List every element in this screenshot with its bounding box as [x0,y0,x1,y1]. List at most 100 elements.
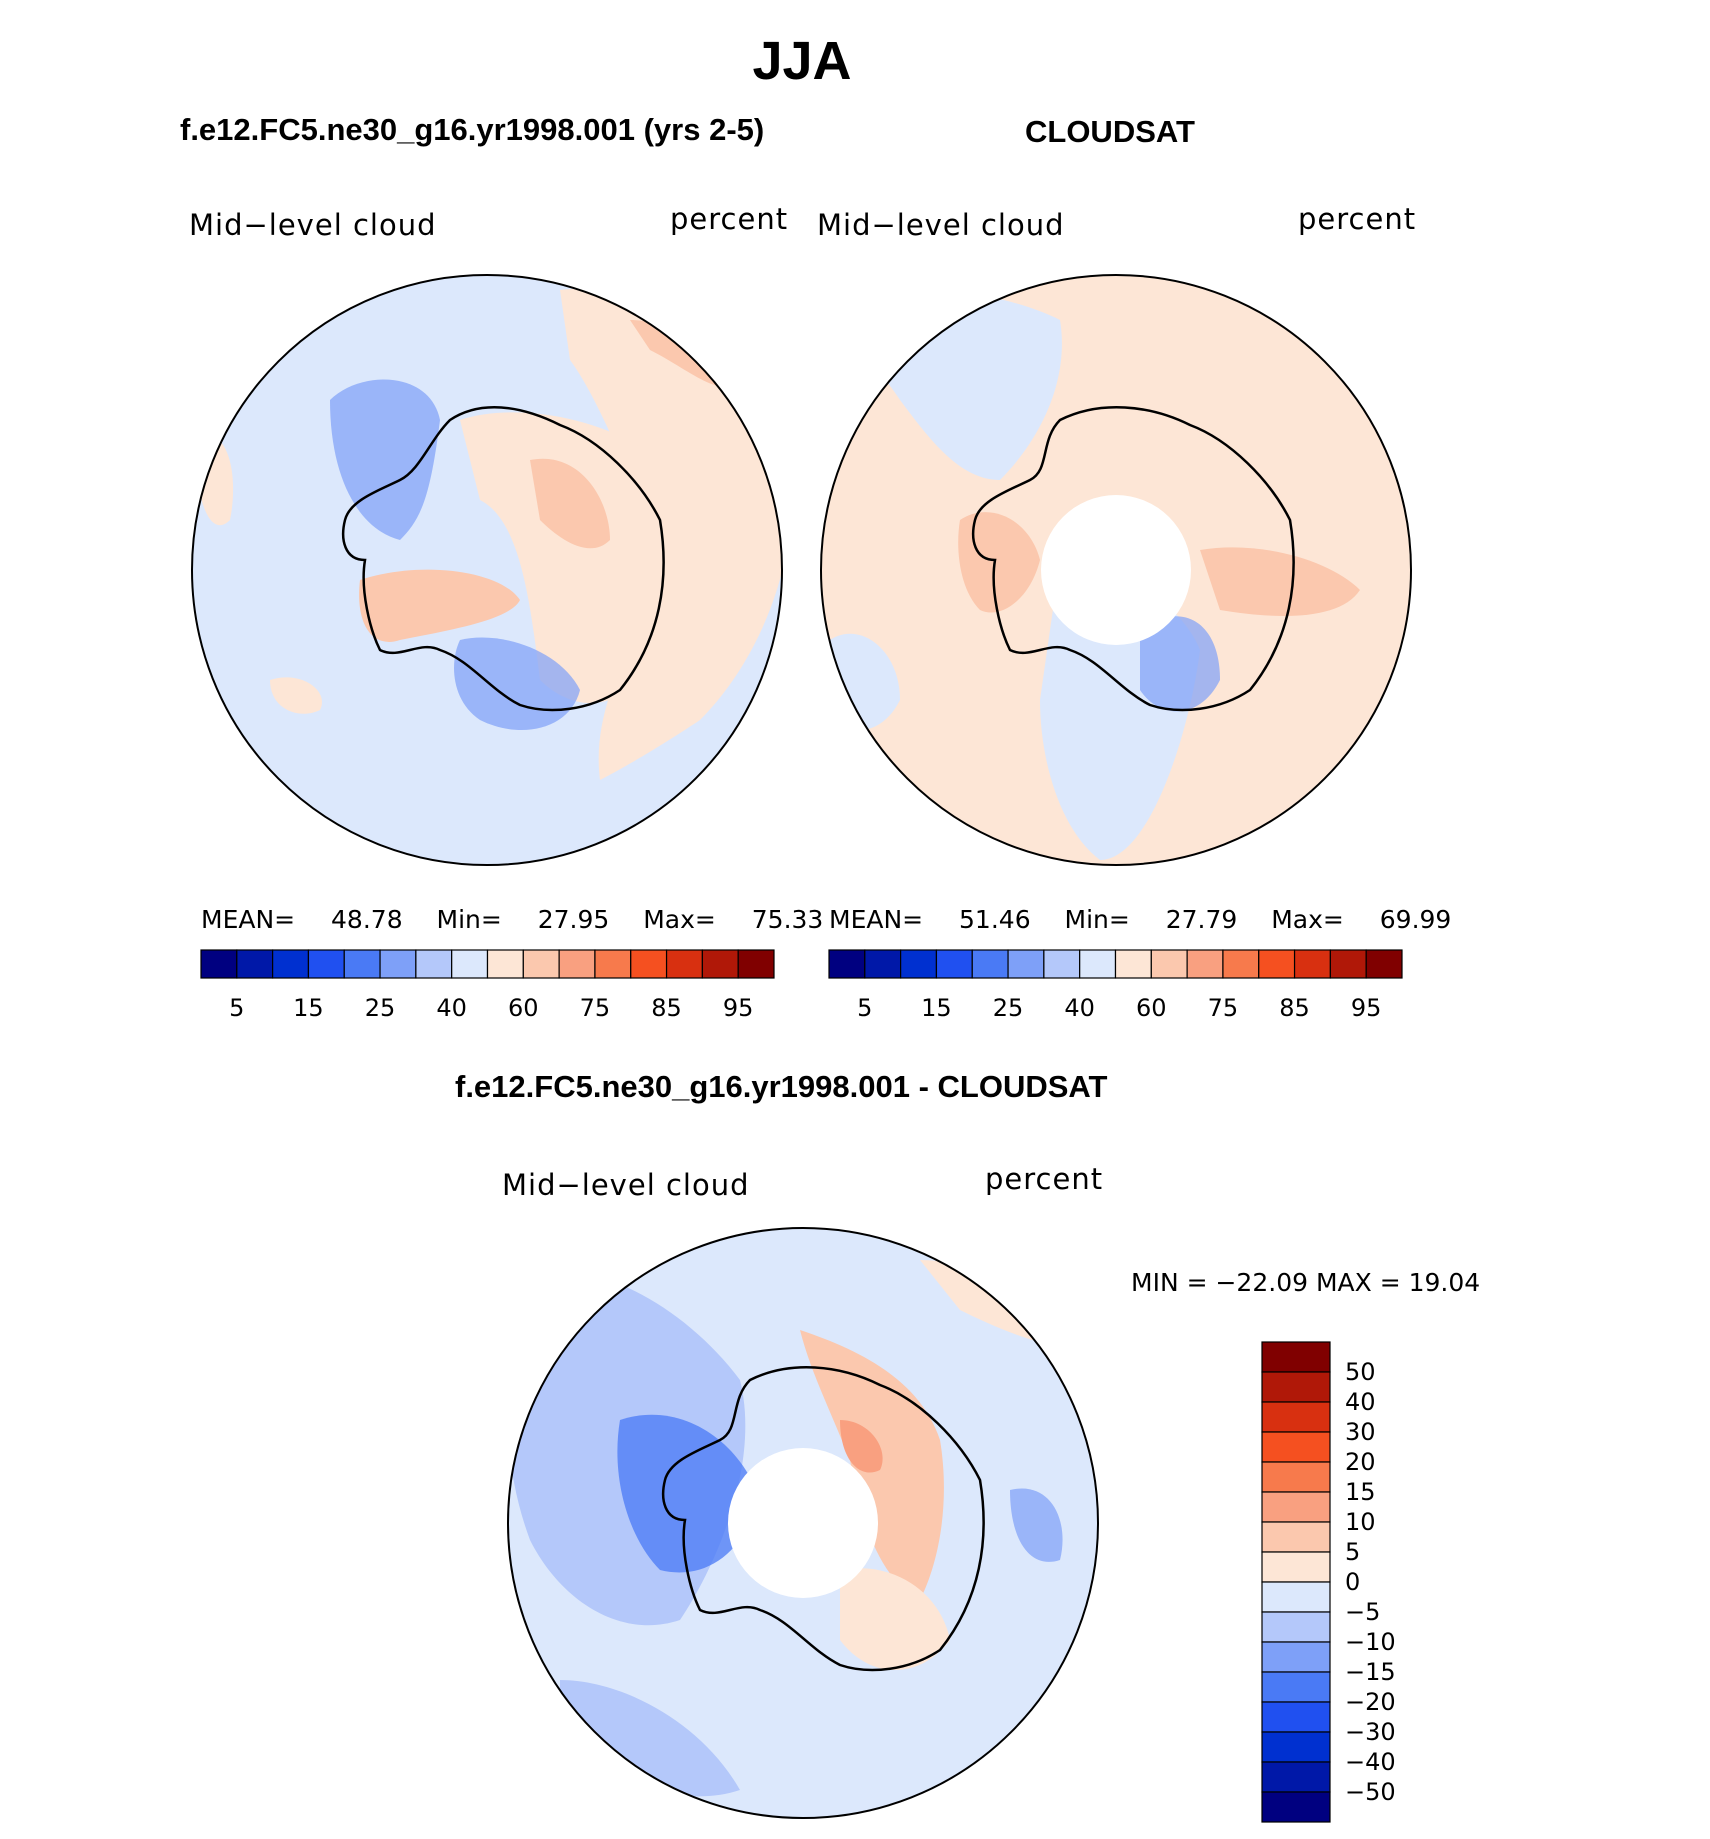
obs-colorbar-box [1186,949,1224,979]
diff-colorbar-box [1261,1701,1331,1733]
obs-units-label: percent [1298,202,1417,236]
model-colorbar-tick-label: 25 [365,994,396,1022]
model-colorbar-tick-label: 60 [508,994,539,1022]
model-colorbar-tick-label: 5 [229,994,244,1022]
obs-colorbar-box [1150,949,1188,979]
obs-colorbar-box [1007,949,1045,979]
model-colorbar-tick-label: 15 [293,994,324,1022]
diff-polar-hole [728,1448,878,1598]
obs-panel-title: CLOUDSAT [1025,114,1195,149]
diff-colorbar-tick-label: −50 [1345,1778,1396,1806]
diff-colorbar-box [1261,1641,1331,1673]
model-colorbar-box [737,949,775,979]
obs-min-label: Min= [1064,905,1130,934]
obs-colorbar-box [935,949,973,979]
diff-colorbar-box [1261,1401,1331,1433]
model-colorbar-box [486,949,524,979]
model-colorbar-box [522,949,560,979]
model-colorbar-tick-label: 75 [580,994,611,1022]
diff-colorbar-box [1261,1761,1331,1793]
diff-colorbar-tick-label: 20 [1345,1448,1376,1476]
diff-variable-label: Mid−level cloud [502,1168,750,1202]
diff-colorbar-box [1261,1461,1331,1493]
obs-antarctica-coastline [971,406,1295,712]
diff-colorbar-box [1261,1791,1331,1823]
diff-colorbar-tick-label: 30 [1345,1418,1376,1446]
diff-colorbar-tick-label: 40 [1345,1388,1376,1416]
model-colorbar-box [307,949,345,979]
obs-mean-value: 51.46 [959,905,1031,934]
obs-mean-label: MEAN= [829,905,924,934]
diff-colorbar-tick-label: −5 [1345,1598,1380,1626]
diff-colorbar-box [1261,1371,1331,1403]
model-colorbar-box [379,949,417,979]
diff-stats: MIN = −22.09 MAX = 19.04 [1131,1268,1481,1297]
model-contour-warm-continent [460,412,680,704]
diff-contour-cool-core [617,1414,760,1573]
model-colorbar-box [415,949,453,979]
model-colorbar-box [451,949,489,979]
obs-colorbar-box [900,949,938,979]
diff-antarctica-coastline [661,1366,985,1672]
model-min-label: Min= [436,905,502,934]
diff-colorbar-box [1261,1551,1331,1583]
diff-colorbar-box [1261,1491,1331,1523]
model-colorbar-box [236,949,274,979]
obs-colorbar-box [1043,949,1081,979]
diff-colorbar-tick-label: −20 [1345,1688,1396,1716]
model-variable-label: Mid−level cloud [189,208,437,242]
model-contour-cool-west [330,379,440,540]
diff-colorbar-tick-label: 15 [1345,1478,1376,1506]
diff-units-label: percent [985,1162,1104,1196]
diff-colorbar-tick-label: −15 [1345,1658,1396,1686]
obs-stats: MEAN= 51.46 Min= 27.79 Max= 69.99 [829,905,1451,934]
obs-min-value: 27.79 [1165,905,1238,934]
obs-max-label: Max= [1271,905,1344,934]
diff-colorbar-tick-label: 0 [1345,1568,1360,1596]
diff-contour-warm-core [840,1420,883,1473]
model-mean-value: 48.78 [331,905,403,934]
obs-contour-warm-east [1200,547,1360,616]
diff-contour-warm-south [840,1568,950,1670]
diff-colorbar-box [1261,1341,1331,1373]
diff-colorbar-tick-label: 50 [1345,1358,1376,1386]
obs-colorbar-tick-label: 95 [1351,994,1382,1022]
diff-colorbar-box [1261,1431,1331,1463]
model-units-label: percent [670,202,789,236]
model-stats: MEAN= 48.78 Min= 27.95 Max= 75.33 [201,905,823,934]
model-panel-title: f.e12.FC5.ne30_g16.yr1998.001 (yrs 2-5) [180,112,765,147]
diff-colorbar-tick-label: 5 [1345,1538,1360,1566]
model-antarctica-coastline [341,406,665,712]
obs-max-value: 69.99 [1379,905,1452,934]
model-colorbar-box [200,949,238,979]
obs-colorbar-box [1293,949,1331,979]
model-mean-label: MEAN= [201,905,296,934]
diff-colorbar-box [1261,1611,1331,1643]
diff-contour-cool-east [1010,1488,1063,1562]
obs-colorbar-box [1329,949,1367,979]
model-contour-warm-core [530,458,610,549]
model-max-value: 75.33 [751,905,824,934]
model-map-border [191,274,783,866]
obs-contour-warm-west [958,512,1040,613]
model-colorbar-box [594,949,632,979]
model-min-value: 27.95 [537,905,610,934]
model-max-label: Max= [643,905,716,934]
obs-colorbar-tick-label: 15 [921,994,952,1022]
model-colorbar-tick-label: 40 [436,994,467,1022]
figure-title: JJA [752,31,852,91]
diff-colorbar-box [1261,1521,1331,1553]
diff-colorbar-tick-label: −30 [1345,1718,1396,1746]
obs-map-border [820,274,1412,866]
obs-colorbar-tick-label: 75 [1208,994,1239,1022]
model-contour-cool-south [454,637,580,730]
obs-colorbar-tick-label: 5 [857,994,872,1022]
obs-colorbar-tick-label: 25 [993,994,1024,1022]
model-colorbar-tick-label: 95 [723,994,754,1022]
diff-colorbar-tick-label: −10 [1345,1628,1396,1656]
obs-colorbar-tick-label: 60 [1136,994,1167,1022]
